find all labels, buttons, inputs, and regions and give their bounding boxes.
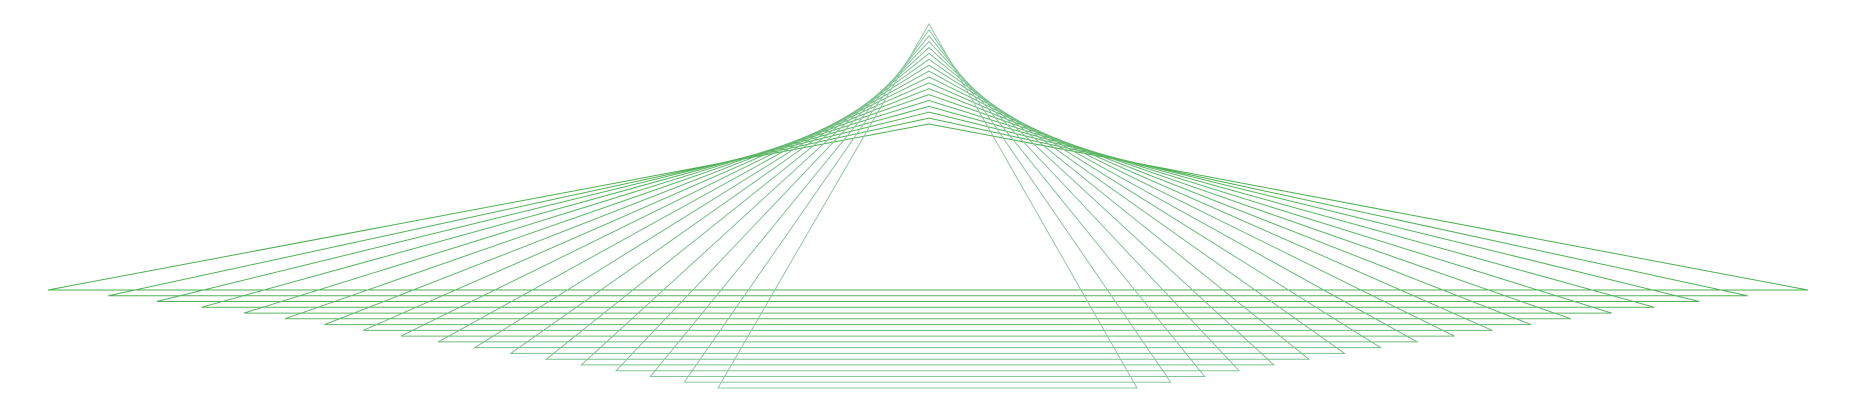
triangle-fan-group [48,24,1808,388]
triangle-line-4 [201,106,1654,307]
triangle-line-1 [48,124,1808,290]
triangle-line-8 [363,83,1492,331]
triangle-line-15 [616,42,1239,371]
triangle-line-17 [684,30,1170,382]
triangle-line-5 [244,101,1612,314]
triangle-line-6 [285,95,1571,319]
triangle-line-18 [718,24,1137,388]
triangle-line-2 [108,118,1747,296]
triangle-line-12 [511,59,1345,353]
triangle-line-9 [401,77,1454,336]
triangle-line-16 [650,36,1204,377]
triangle-line-11 [475,65,1381,347]
triangle-line-3 [157,112,1700,301]
